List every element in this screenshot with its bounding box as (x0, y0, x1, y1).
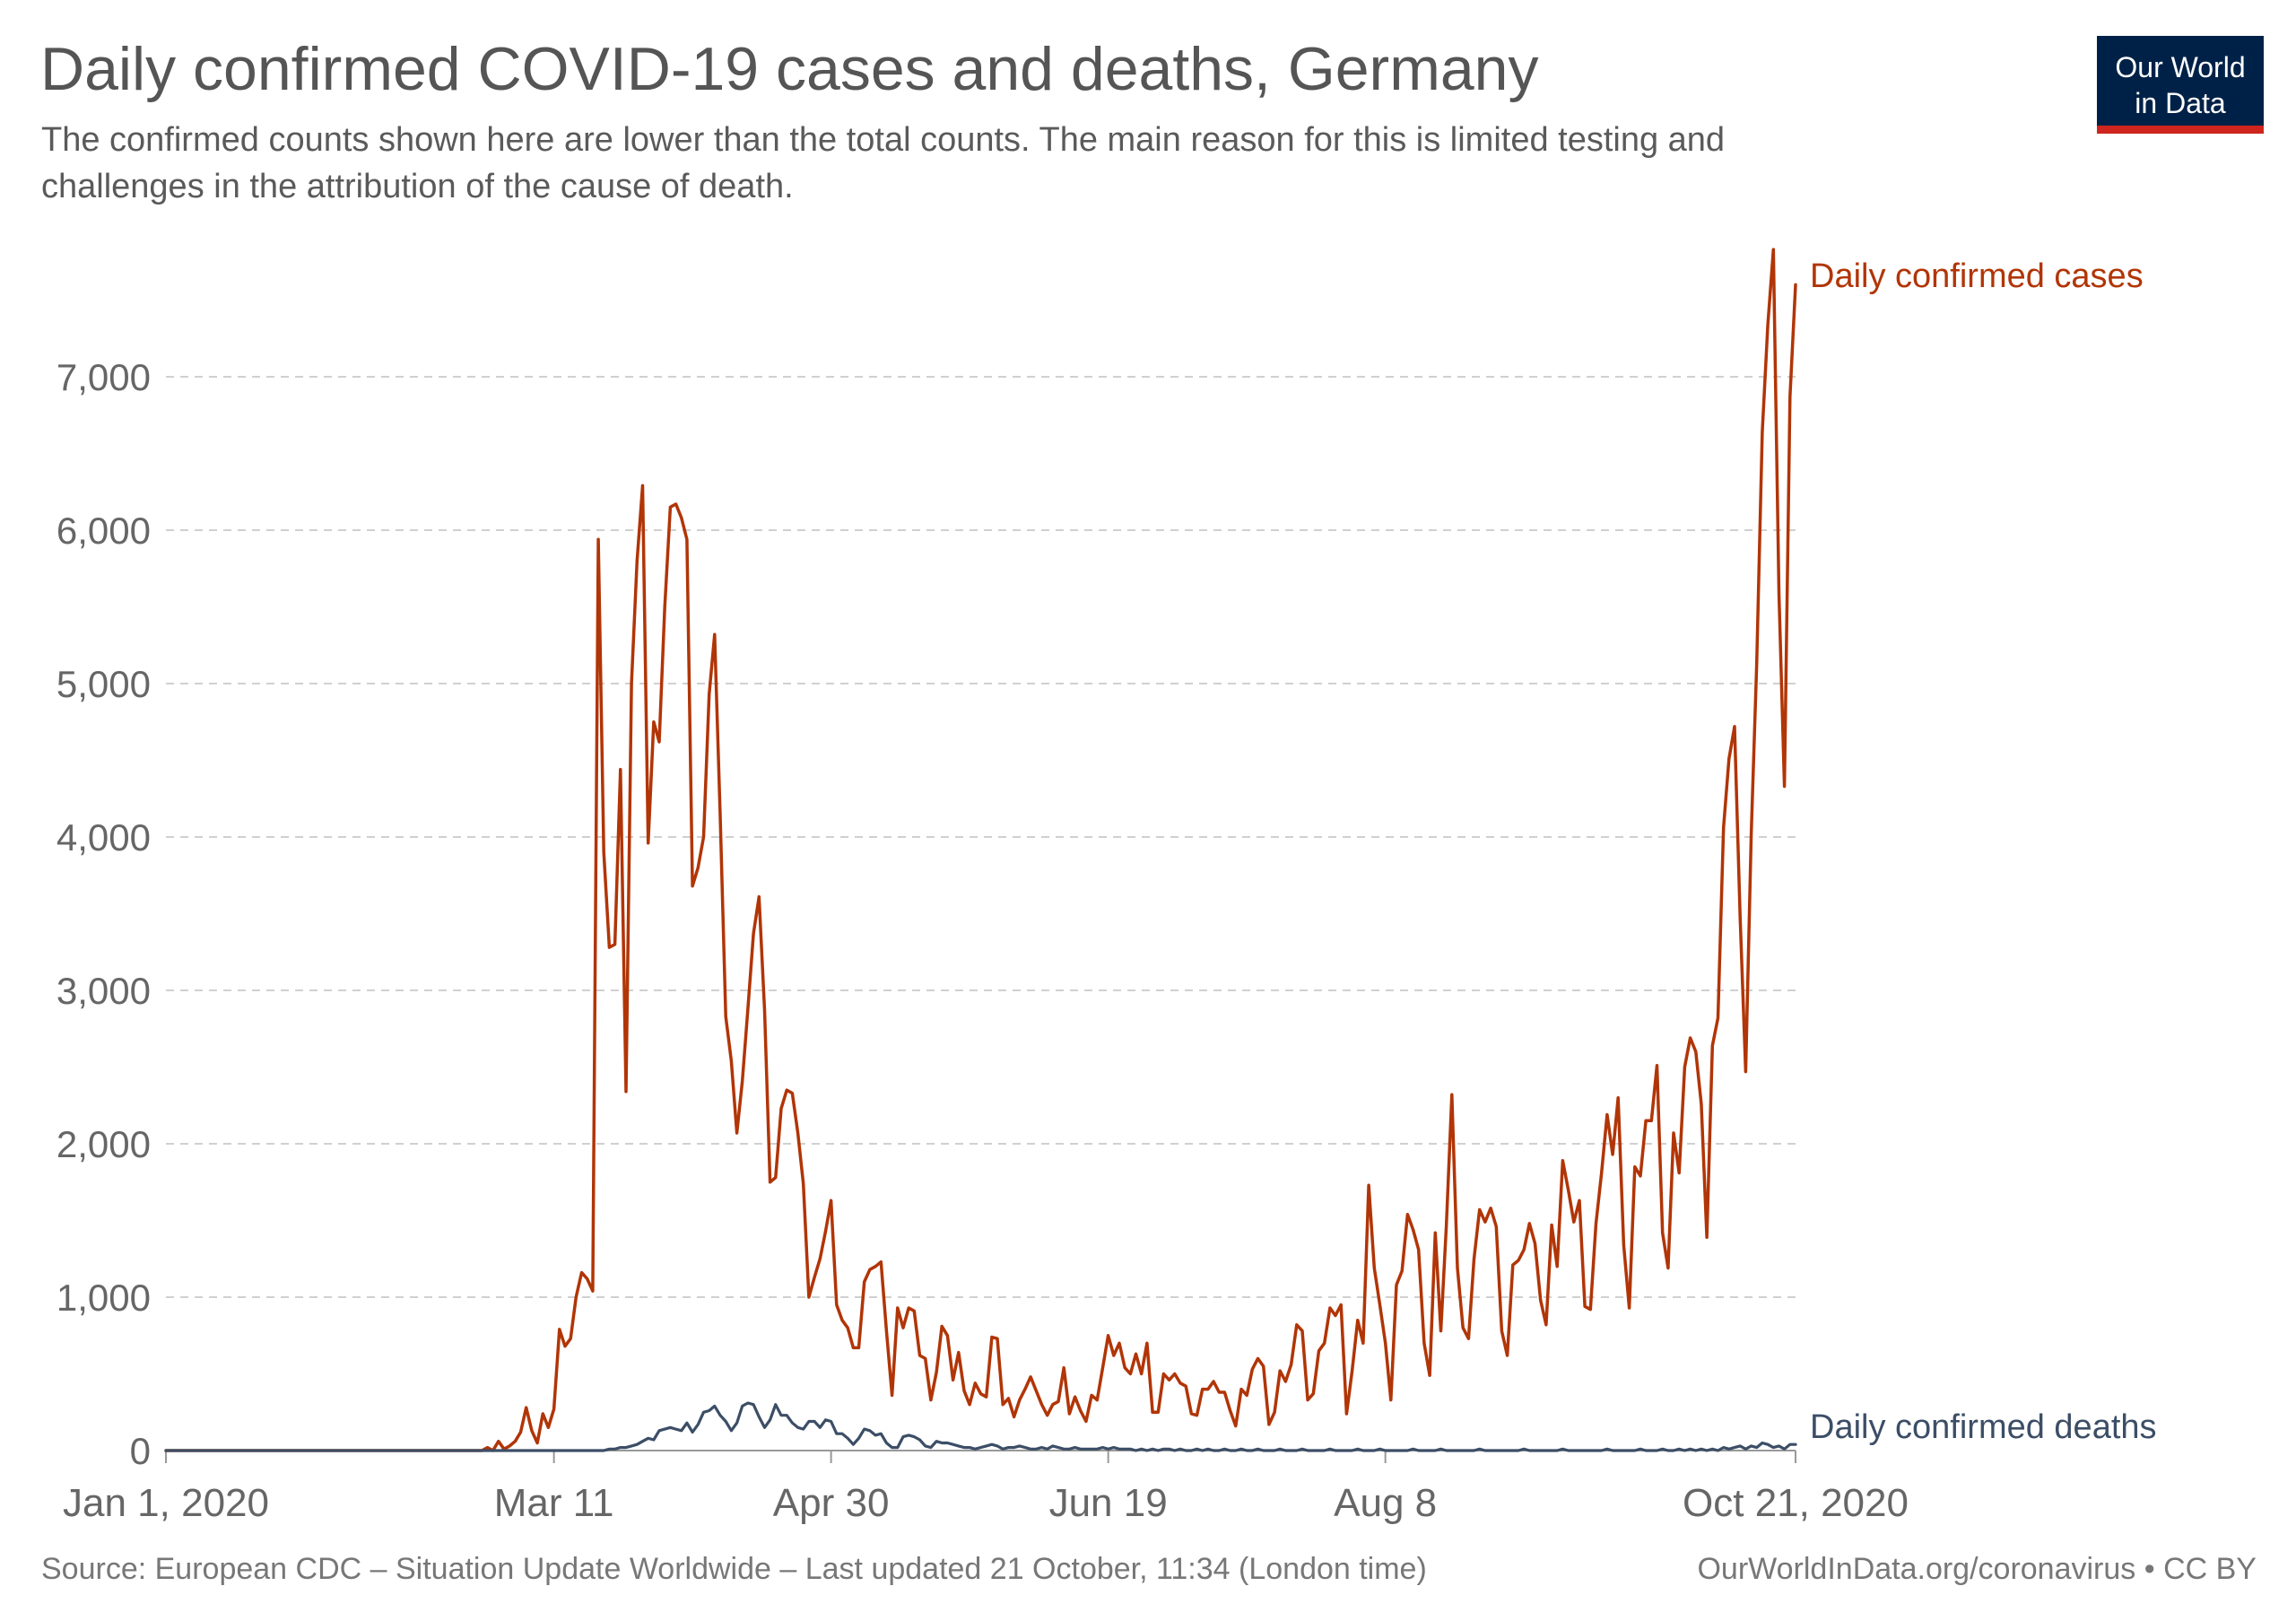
cases-line[interactable] (164, 248, 1797, 1452)
chart-subtitle-line-1: The confirmed counts shown here are lowe… (41, 121, 1725, 159)
y-axis-ticks: 0 1,000 2,000 3,000 4,000 5,000 6,000 7,000 (57, 356, 151, 1472)
y-tick-label: 2,000 (57, 1123, 151, 1165)
x-tick-label: Jan 1, 2020 (63, 1481, 269, 1525)
y-tick-label: 7,000 (57, 356, 151, 398)
y-tick-label: 0 (130, 1430, 151, 1472)
gridlines (166, 376, 1796, 1298)
series-labels: Daily confirmed cases Daily confirmed dea… (1810, 257, 2157, 1446)
series-lines (164, 248, 1797, 1452)
cases-series-label: Daily confirmed cases (1810, 257, 2144, 295)
owid-logo-background (2097, 36, 2264, 126)
x-tick-label: Apr 30 (773, 1481, 890, 1525)
owid-logo-line-2: in Data (2135, 87, 2226, 119)
x-tick-label: Mar 11 (494, 1481, 614, 1525)
y-tick-label: 1,000 (57, 1277, 151, 1319)
owid-logo-underline (2097, 126, 2264, 134)
credit-link[interactable]: OurWorldInData.org/coronavirus • CC BY (1697, 1552, 2257, 1586)
x-tick-label: Aug 8 (1334, 1481, 1437, 1525)
chart-title: Daily confirmed COVID-19 cases and death… (40, 35, 1538, 103)
source-note: Source: European CDC – Situation Update … (41, 1552, 1427, 1586)
owid-logo[interactable]: Our World in Data (2097, 36, 2264, 134)
chart-subtitle-line-2: challenges in the attribution of the cau… (41, 168, 794, 205)
x-tick-label: Jun 19 (1049, 1481, 1168, 1525)
y-tick-label: 5,000 (57, 663, 151, 705)
y-tick-label: 6,000 (57, 510, 151, 552)
y-tick-label: 3,000 (57, 970, 151, 1012)
deaths-series-label: Daily confirmed deaths (1810, 1408, 2157, 1446)
deaths-line[interactable] (164, 1401, 1797, 1452)
y-tick-label: 4,000 (57, 816, 151, 858)
x-tick-label: Oct 21, 2020 (1683, 1481, 1909, 1525)
x-axis-ticks: Jan 1, 2020 Mar 11 Apr 30 Jun 19 Aug 8 Oct 21… (63, 1451, 1909, 1525)
owid-logo-line-1: Our World (2115, 51, 2245, 83)
